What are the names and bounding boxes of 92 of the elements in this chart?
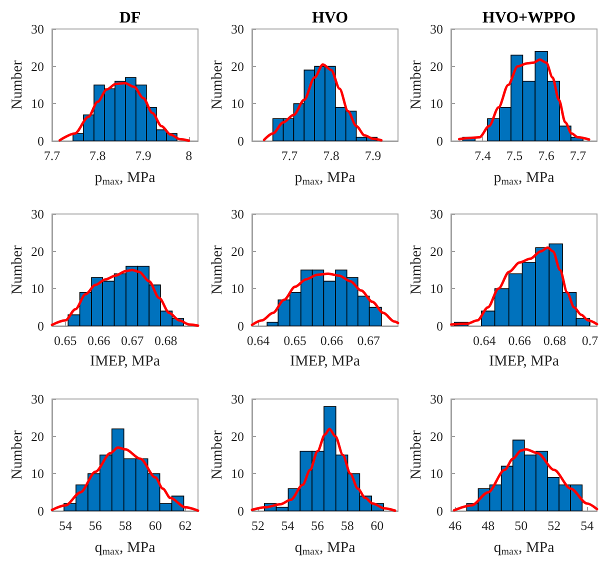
y-tick-label: 0 [238,504,244,518]
line-series [458,58,590,141]
line-series [262,63,383,142]
x-tick-label: 48 [482,518,495,533]
x-tick-label: 60 [370,518,384,533]
y-tick-label: 0 [38,318,44,334]
y-tick-label: 30 [430,22,443,36]
y-tick-label: 0 [38,134,44,148]
y-tick-label: 30 [231,392,244,406]
y-axis-title: Number [10,430,26,480]
x-tick-label: 52 [548,518,561,533]
x-tick-label: 7.8 [90,148,106,163]
y-tick-label: 20 [430,428,443,444]
y-tick-label: 20 [231,58,244,74]
y-tick-label: 20 [31,58,44,74]
x-tick-label: 54 [58,518,72,533]
x-tick-label: 7.8 [323,148,340,163]
x-tick-label: 58 [340,518,354,533]
y-tick-label: 10 [31,466,44,482]
x-axis-title: IMEP, MPa [488,354,560,370]
y-tick-label: 30 [31,22,44,36]
y-tick-label: 30 [31,206,44,222]
x-tick-label: 7.7 [570,148,587,163]
x-tick-label: 7.6 [538,148,555,163]
y-tick-label: 10 [231,466,244,482]
x-tick-label: 0.66 [88,333,111,348]
y-axis-title: Number [10,60,26,110]
chart-title: DF [119,10,141,26]
y-axis-title: Number [408,245,424,295]
y-tick-label: 10 [430,466,443,482]
x-tick-label: 52 [251,518,264,533]
y-axis-title: Number [210,430,226,480]
y-tick-label: 0 [436,134,443,148]
x-tick-label: 0.66 [320,333,344,348]
y-axis-title: Number [210,60,226,110]
x-tick-label: 7.5 [506,148,523,163]
y-tick-label: 20 [430,244,443,259]
chart-title: HVO+WPPO [482,10,576,26]
x-tick-label: 50 [514,518,528,533]
x-axis-title: IMEP, MPa [290,354,360,370]
x-tick-label: 0.65 [284,333,306,348]
x-tick-label: 0.68 [154,333,178,348]
x-tick-label: 0.68 [543,333,566,348]
x-tick-label: 7.7 [281,148,298,163]
y-tick-label: 10 [231,96,244,112]
y-tick-label: 30 [231,206,244,222]
x-tick-label: 62 [178,518,192,533]
x-tick-label: 8 [186,148,192,163]
x-tick-label: 0.64 [473,333,496,348]
y-tick-label: 30 [31,392,44,406]
y-tick-label: 0 [238,318,244,334]
y-tick-label: 20 [231,244,244,259]
x-tick-label: 0.64 [246,333,270,348]
y-tick-label: 30 [430,392,443,406]
y-tick-label: 20 [31,244,44,259]
x-tick-label: 46 [448,518,462,533]
x-tick-label: 54 [580,518,594,533]
x-tick-label: 0.65 [54,333,77,348]
x-tick-label: 7.7 [44,148,61,163]
y-tick-label: 0 [436,318,443,334]
y-tick-label: 20 [430,58,443,74]
x-tick-label: 60 [148,518,162,533]
y-axis-title: Number [210,245,226,295]
x-tick-label: 7.9 [135,148,152,163]
x-axis-title: IMEP, MPa [90,354,160,370]
y-tick-label: 20 [31,428,44,444]
y-tick-label: 30 [231,22,244,36]
x-tick-label: 7.4 [474,148,492,163]
y-tick-label: 0 [436,504,443,518]
y-axis-title: Number [408,430,424,480]
x-tick-label: 54 [281,518,295,533]
x-tick-label: 0.67 [357,333,380,348]
x-tick-label: 0.66 [508,333,532,348]
x-tick-label: 7.9 [364,148,382,163]
x-tick-label: 56 [311,518,325,533]
y-tick-label: 10 [430,96,443,112]
x-tick-label: 56 [88,518,102,533]
x-tick-label: 58 [118,518,132,533]
chart-title: HVO [312,10,348,26]
y-axis-title: Number [408,60,424,110]
y-tick-label: 0 [38,504,44,518]
x-tick-label: 0.7 [582,333,599,348]
y-tick-label: 10 [31,96,44,112]
y-tick-label: 0 [238,134,244,148]
y-tick-label: 10 [231,281,244,296]
y-axis-title: Number [10,245,26,295]
y-tick-label: 30 [430,206,443,222]
y-tick-label: 20 [231,428,244,444]
y-tick-label: 10 [31,281,44,296]
y-tick-label: 10 [430,281,443,296]
x-tick-label: 0.67 [120,333,144,348]
line-series [58,82,190,142]
